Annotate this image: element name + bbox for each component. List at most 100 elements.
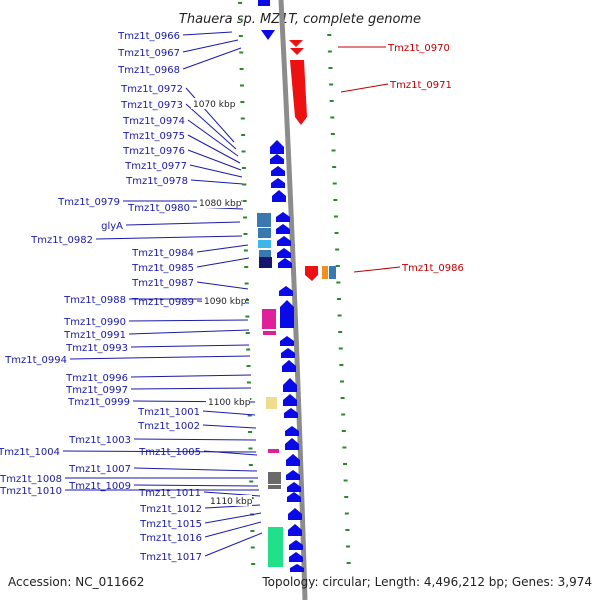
feature-block-steelblue [258, 228, 271, 238]
gene-label-tmz1t-0996: Tmz1t_0996 [65, 373, 128, 384]
gene-label-tmz1t-1015: Tmz1t_1015 [139, 519, 202, 530]
gene-label-tmz1t-1004: Tmz1t_1004 [0, 447, 60, 458]
gene-arrow [287, 482, 301, 492]
scale-label-1100-kbp: 1100 kbp [208, 398, 251, 408]
gene-label-tmz1t-0994: Tmz1t_0994 [4, 355, 67, 366]
scale-label-1110-kbp: 1110 kbp [210, 497, 253, 507]
gene-label-tmz1t-0972: Tmz1t_0972 [120, 84, 183, 95]
gene-arrow [287, 492, 301, 502]
leader-line-tmz1t-0994 [69, 355, 251, 360]
leader-line-tmz1t-0993 [130, 344, 250, 348]
leader-line-tmz1t-0966 [182, 31, 233, 36]
gene-label-tmz1t-0984: Tmz1t_0984 [131, 248, 194, 259]
gene-label-tmz1t-1011: Tmz1t_1011 [138, 488, 201, 499]
leader-line-tmz1t-1007 [133, 467, 258, 472]
gene-arrow [276, 224, 290, 234]
leader-line-tmz1t-1004 [62, 450, 257, 453]
gene-label-tmz1t-0967: Tmz1t_0967 [117, 48, 180, 59]
leader-line-tmz1t-1017 [204, 532, 263, 557]
gene-arrow [270, 140, 284, 154]
leader-line-tmz1t-1009 [133, 484, 259, 487]
scale-label-layer: 1070 kbp 1080 kbp 1090 kbp 1100 kbp 1110 kbp [191, 98, 253, 507]
gene-arrow [270, 154, 284, 164]
leader-line-tmz1t-0972 [185, 87, 235, 143]
leader-line-tmz1t-0991 [128, 329, 250, 335]
gene-label-tmz1t-0975: Tmz1t_0975 [122, 131, 185, 142]
leader-line-tmz1t-0977 [189, 164, 243, 178]
gene-label-tmz1t-0971: Tmz1t_0971 [389, 80, 452, 91]
gene-label-tmz1t-1010: Tmz1t_1010 [0, 486, 62, 497]
leader-line-glya [125, 221, 241, 226]
gene-label-tmz1t-1001: Tmz1t_1001 [137, 407, 200, 418]
gene-label-tmz1t-1002: Tmz1t_1002 [137, 421, 200, 432]
gene-arrow [283, 378, 297, 392]
feature-block-green [268, 527, 283, 567]
scale-label-bg-1100-kbp [206, 396, 250, 407]
gene-label-glya: glyA [101, 221, 123, 232]
leader-line-tmz1t-0971 [340, 83, 389, 93]
feature-block-orange [322, 266, 328, 279]
scale-label-1070-kbp: 1070 kbp [193, 100, 236, 110]
leader-line-tmz1t-1001 [202, 410, 256, 416]
feature-block-khaki [266, 397, 277, 409]
gene-arrow [277, 236, 291, 246]
gene-label-tmz1t-1016: Tmz1t_1016 [139, 533, 202, 544]
leader-line-tmz1t-0973 [185, 103, 237, 150]
gene-arrow [285, 438, 299, 450]
gene-label-tmz1t-1017: Tmz1t_1017 [139, 552, 202, 563]
gene-arrow-tmz1t-0970 [290, 48, 304, 55]
feature-block-magenta [263, 331, 276, 335]
gene-arrow [272, 190, 286, 202]
gene-label-tmz1t-0978: Tmz1t_0978 [125, 176, 188, 187]
feature-block-gray [268, 485, 281, 489]
backbone-layer [278, 0, 308, 600]
gene-arrow [271, 166, 285, 176]
gene-arrow [261, 30, 275, 40]
leader-line-tmz1t-0975 [187, 134, 241, 164]
gene-label-tmz1t-1007: Tmz1t_1007 [68, 464, 131, 475]
gene-label-layer: Tmz1t_0966 Tmz1t_0967 Tmz1t_0968 Tmz1t_0972… [0, 31, 464, 563]
gene-label-tmz1t-0985: Tmz1t_0985 [131, 263, 194, 274]
gene-label-tmz1t-0982: Tmz1t_0982 [30, 235, 93, 246]
leader-line-tmz1t-0985 [196, 257, 250, 268]
gene-label-tmz1t-0986: Tmz1t_0986 [401, 263, 464, 274]
leader-line-tmz1t-0986 [353, 266, 401, 273]
scale-label-1090-kbp: 1090 kbp [204, 297, 247, 307]
gene-label-tmz1t-0970: Tmz1t_0970 [387, 43, 450, 54]
gene-arrow [286, 454, 300, 466]
gene-label-tmz1t-0977: Tmz1t_0977 [124, 161, 187, 172]
leader-line-tmz1t-0968 [182, 47, 242, 70]
gene-arrow-tmz1t-0970 [289, 40, 303, 47]
leader-line-tmz1t-0984 [196, 244, 249, 253]
gene-arrow [285, 426, 299, 436]
gene-arrow-tmz1t-0971 [290, 60, 307, 125]
leader-line-tmz1t-1002 [202, 424, 257, 429]
leader-line-tmz1t-0967 [182, 39, 239, 53]
gene-arrow [271, 178, 285, 188]
gene-arrow [280, 336, 294, 346]
gene-label-tmz1t-0999: Tmz1t_0999 [67, 397, 130, 408]
leader-line-tmz1t-0976 [187, 149, 242, 171]
gene-label-tmz1t-0997: Tmz1t_0997 [65, 385, 128, 396]
gene-label-tmz1t-0987: Tmz1t_0987 [131, 278, 194, 289]
feature-block-magenta [268, 449, 279, 453]
gene-arrow [286, 470, 300, 480]
gene-arrow [277, 248, 291, 258]
feature-block-steelblue [259, 250, 271, 257]
leader-line-tmz1t-1005 [203, 450, 258, 456]
scale-label-1080-kbp: 1080 kbp [199, 199, 242, 209]
gene-label-tmz1t-0974: Tmz1t_0974 [122, 116, 185, 127]
gene-arrow [258, 0, 270, 6]
gene-label-tmz1t-1012: Tmz1t_1012 [139, 504, 202, 515]
gene-label-tmz1t-0980: Tmz1t_0980 [127, 203, 190, 214]
gene-label-tmz1t-0989: Tmz1t_0989 [131, 297, 194, 308]
gene-layer [258, 0, 318, 572]
leader-line-tmz1t-0997 [130, 387, 252, 390]
gene-label-tmz1t-0966: Tmz1t_0966 [117, 31, 180, 42]
leader-line-tmz1t-1016 [204, 521, 262, 538]
feature-block-gray [268, 472, 281, 484]
gene-label-tmz1t-0979: Tmz1t_0979 [57, 197, 120, 208]
map-title: Thauera sp. MZ1T, complete genome [179, 12, 421, 27]
